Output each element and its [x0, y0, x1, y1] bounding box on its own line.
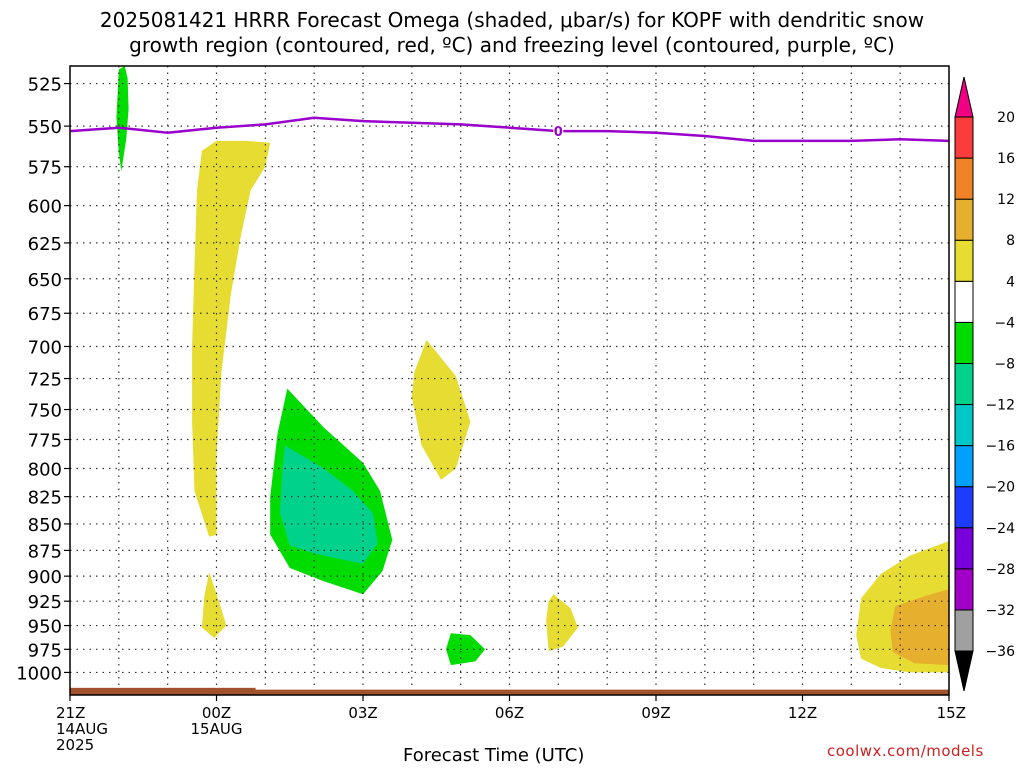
- freezing-level-line: [69, 116, 950, 143]
- colorbar-label: −8: [994, 356, 1015, 372]
- x-tick-label: 15Z: [937, 704, 966, 722]
- colorbar-label: −24: [985, 521, 1015, 537]
- colorbar-box: [954, 321, 974, 364]
- x-tick-label: 06Z: [495, 704, 524, 722]
- colorbar-label: 20: [997, 110, 1015, 126]
- x-tick-label: 21Z: [56, 704, 85, 722]
- chart-title: 2025081421 HRRR Forecast Omega (shaded, …: [0, 8, 1024, 58]
- y-tick-label: 900: [28, 567, 62, 588]
- credit-link[interactable]: coolwx.com/models: [827, 742, 984, 760]
- shaded-region-green-streak-top: [116, 66, 129, 172]
- x-tick-label: 2025: [56, 736, 94, 754]
- colorbar-box: [954, 445, 974, 488]
- colorbar: −36 −32 −28 −24 −20 −16 −12 −8 −4 4 8 12 16 20: [954, 76, 1015, 692]
- y-tick-label: 850: [28, 515, 62, 536]
- colorbar-box: [954, 280, 974, 323]
- freezing-level-label: 0: [554, 125, 563, 140]
- y-tick-label: 950: [28, 617, 62, 638]
- colorbar-label: −28: [985, 562, 1015, 578]
- x-tick-label: 15AUG: [191, 720, 243, 738]
- colorbar-label: −16: [985, 439, 1015, 455]
- plot-frame-layer: [64, 65, 950, 701]
- y-tick-label: 625: [28, 234, 62, 255]
- y-tick-label: 550: [28, 117, 62, 138]
- y-tick-labels: 525 550 575 600 625 650 675 700 725 750 775 800 825 8…: [16, 75, 62, 685]
- grid-layer: [70, 66, 949, 695]
- colorbar-box: [954, 486, 974, 529]
- y-tick-label: 525: [28, 75, 62, 96]
- y-tick-label: 800: [28, 460, 62, 481]
- y-tick-label: 775: [28, 430, 62, 451]
- chart-title-line-1: 2025081421 HRRR Forecast Omega (shaded, …: [99, 8, 925, 32]
- colorbar-tip-top: [954, 76, 974, 118]
- shaded-region-orange-bottom-right: [890, 589, 949, 666]
- shaded-region-green-small-04Z: [446, 633, 486, 666]
- colorbar-box: [954, 609, 974, 652]
- ground-surface: [70, 689, 949, 695]
- colorbar-label: 12: [997, 192, 1015, 208]
- colorbar-label: −12: [985, 398, 1015, 414]
- y-tick-label: 875: [28, 541, 62, 562]
- y-tick-label: 925: [28, 592, 62, 613]
- colorbar-box: [954, 527, 974, 570]
- colorbar-box: [954, 404, 974, 447]
- colorbar-box: [954, 239, 974, 282]
- y-tick-label: 725: [28, 370, 62, 391]
- colorbar-label: 16: [997, 151, 1015, 167]
- colorbar-label: −20: [985, 480, 1015, 496]
- y-tick-label: 600: [28, 197, 62, 218]
- colorbar-label: −4: [994, 315, 1015, 331]
- x-axis-label: Forecast Time (UTC): [403, 745, 585, 766]
- y-tick-label: 975: [28, 640, 62, 661]
- y-tick-label: 650: [28, 270, 62, 291]
- colorbar-tip-bottom: [954, 650, 974, 692]
- x-tick-label: 03Z: [348, 704, 377, 722]
- ground-surface-bump: [70, 687, 256, 691]
- colorbar-box: [954, 116, 974, 159]
- y-tick-label: 825: [28, 488, 62, 509]
- y-tick-label: 1000: [16, 663, 62, 684]
- freezing-level-label-bg: [553, 124, 564, 139]
- x-tick-label: 12Z: [788, 704, 817, 722]
- freezing-level-layer: 0: [69, 116, 950, 143]
- y-tick-label: 575: [28, 158, 62, 179]
- y-tick-label: 700: [28, 337, 62, 358]
- x-tick-label: 09Z: [641, 704, 670, 722]
- colorbar-label: 8: [1006, 233, 1015, 249]
- colorbar-label: 4: [1006, 274, 1015, 290]
- x-tick-label: 14AUG: [56, 720, 108, 738]
- shaded-region-yellow-small-near-00Z: [201, 572, 227, 638]
- y-tick-label: 675: [28, 304, 62, 325]
- shaded-region-yellow-column: [192, 140, 271, 537]
- chart-title-line-2: growth region (contoured, red, ºC) and f…: [129, 33, 895, 57]
- ground-layer: [70, 687, 949, 695]
- shaded-region-yellow-small-07Z: [546, 594, 578, 652]
- colorbar-box: [954, 362, 974, 406]
- colorbar-label: −36: [985, 644, 1015, 660]
- colorbar-box: [954, 568, 974, 611]
- colorbar-label: −32: [985, 603, 1015, 619]
- y-tick-label: 750: [28, 401, 62, 422]
- shaded-regions-layer: [116, 66, 949, 673]
- x-tick-label: 00Z: [202, 704, 231, 722]
- colorbar-box: [954, 157, 974, 200]
- shaded-region-teal-core: [280, 445, 378, 564]
- colorbar-box: [954, 198, 974, 241]
